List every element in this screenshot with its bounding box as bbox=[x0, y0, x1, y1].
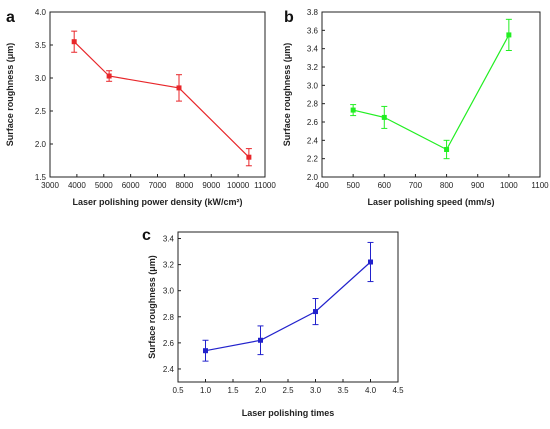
x-tick-label: 6000 bbox=[122, 181, 140, 190]
y-tick-label: 3.6 bbox=[307, 26, 319, 35]
data-point bbox=[368, 259, 373, 265]
x-tick-label: 5000 bbox=[95, 181, 113, 190]
y-tick-label: 4.0 bbox=[35, 8, 47, 17]
x-tick-label: 4.0 bbox=[365, 386, 377, 395]
y-tick-label: 3.0 bbox=[163, 287, 175, 296]
x-axis-title: Laser polishing times bbox=[242, 408, 335, 418]
data-point bbox=[506, 32, 512, 38]
y-tick-label: 3.5 bbox=[35, 41, 47, 50]
y-tick-label: 3.8 bbox=[307, 8, 319, 17]
y-tick-label: 3.2 bbox=[163, 261, 175, 270]
y-tick-label: 2.6 bbox=[163, 339, 175, 348]
data-point bbox=[313, 309, 318, 315]
y-tick-label: 2.6 bbox=[307, 118, 319, 127]
x-tick-label: 11000 bbox=[254, 181, 276, 190]
plot-frame bbox=[321, 11, 541, 178]
x-tick-label: 1000 bbox=[500, 181, 518, 190]
x-tick-label: 500 bbox=[346, 181, 360, 190]
x-tick-label: 10000 bbox=[227, 181, 250, 190]
x-tick-label: 9000 bbox=[202, 181, 220, 190]
x-tick-label: 2.5 bbox=[282, 386, 294, 395]
x-tick-label: 3.5 bbox=[337, 386, 349, 395]
y-tick-label: 2.5 bbox=[35, 107, 47, 116]
x-tick-label: 7000 bbox=[149, 181, 167, 190]
x-tick-label: 4000 bbox=[68, 181, 86, 190]
x-tick-label: 1.0 bbox=[200, 386, 212, 395]
x-tick-label: 3000 bbox=[41, 181, 59, 190]
chart-panel-c: c 0.5 1.0 1.5 2.0 2.5 3.0 3.5 4.0 4.5 2.4 2.6 2.8 3.0… bbox=[142, 227, 404, 418]
y-tick-label: 3.4 bbox=[163, 235, 175, 244]
x-tick-label: 800 bbox=[440, 181, 454, 190]
series-line bbox=[73, 41, 250, 158]
y-axis-title: Surface roughness (μm) bbox=[147, 255, 157, 359]
data-point bbox=[350, 107, 356, 113]
y-tick-label: 1.5 bbox=[35, 173, 47, 182]
x-axis-title: Laser polishing speed (mm/s) bbox=[367, 197, 494, 207]
x-tick-label: 3.0 bbox=[310, 386, 322, 395]
y-tick-label: 2.4 bbox=[163, 365, 175, 374]
data-point bbox=[71, 39, 77, 45]
y-tick-label: 2.8 bbox=[307, 100, 319, 109]
y-tick-label: 2.0 bbox=[35, 140, 47, 149]
data-point bbox=[106, 73, 112, 79]
data-point bbox=[176, 85, 182, 91]
chart-panel-a: a 3000 4000 5000 6000 7000 8000 9000 10000 11000 1… bbox=[5, 8, 276, 207]
plot-frame bbox=[49, 11, 266, 178]
x-tick-label: 0.5 bbox=[172, 386, 184, 395]
y-tick-label: 2.2 bbox=[307, 155, 319, 164]
y-tick-label: 3.4 bbox=[307, 45, 319, 54]
series-line bbox=[352, 34, 510, 151]
panel-letter: b bbox=[284, 9, 294, 26]
x-tick-label: 1.5 bbox=[227, 386, 239, 395]
y-tick-label: 2.8 bbox=[163, 313, 175, 322]
plot-frame bbox=[177, 231, 399, 383]
x-tick-label: 8000 bbox=[175, 181, 193, 190]
y-tick-label: 3.0 bbox=[35, 74, 47, 83]
y-tick-label: 2.4 bbox=[307, 136, 319, 145]
chart-panel-b: b 400 500 600 700 800 900 1000 1100 2.0 2.2 2.4 2.6 2… bbox=[282, 8, 549, 207]
x-tick-label: 900 bbox=[471, 181, 485, 190]
x-axis-title: Laser polishing power density (kW/cm²) bbox=[72, 197, 242, 207]
y-tick-label: 2.0 bbox=[307, 173, 319, 182]
y-tick-label: 3.0 bbox=[307, 81, 319, 90]
y-axis-title: Surface roughness (μm) bbox=[5, 43, 15, 147]
x-tick-label: 400 bbox=[315, 181, 329, 190]
panel-letter: c bbox=[142, 227, 151, 244]
y-axis-title: Surface roughness (μm) bbox=[282, 43, 292, 147]
y-tick-label: 3.2 bbox=[307, 63, 319, 72]
x-tick-label: 1100 bbox=[531, 181, 549, 190]
x-tick-label: 4.5 bbox=[392, 386, 404, 395]
x-tick-label: 600 bbox=[378, 181, 392, 190]
series-line bbox=[205, 261, 371, 352]
x-tick-label: 700 bbox=[409, 181, 423, 190]
data-point bbox=[381, 114, 387, 120]
data-point bbox=[444, 147, 450, 152]
data-point bbox=[203, 348, 208, 354]
x-tick-label: 2.0 bbox=[255, 386, 267, 395]
data-point bbox=[246, 154, 252, 160]
data-point bbox=[258, 337, 263, 343]
panel-letter: a bbox=[6, 9, 15, 26]
